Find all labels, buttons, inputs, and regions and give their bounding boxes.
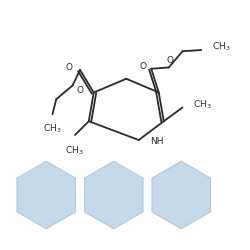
Text: T: T: [29, 171, 63, 219]
Polygon shape: [84, 161, 143, 229]
Text: CH$_3$: CH$_3$: [65, 144, 84, 157]
Polygon shape: [17, 161, 76, 229]
Text: C: C: [96, 171, 132, 219]
Text: O: O: [166, 56, 173, 65]
Text: CH$_3$: CH$_3$: [193, 99, 212, 111]
Text: CH$_3$: CH$_3$: [212, 41, 230, 53]
Text: CH$_3$: CH$_3$: [43, 123, 61, 136]
Text: NH: NH: [150, 137, 164, 146]
Text: I: I: [172, 171, 191, 219]
Text: O: O: [66, 64, 73, 72]
Text: O: O: [76, 86, 83, 95]
Polygon shape: [152, 161, 210, 229]
Text: O: O: [139, 62, 146, 71]
